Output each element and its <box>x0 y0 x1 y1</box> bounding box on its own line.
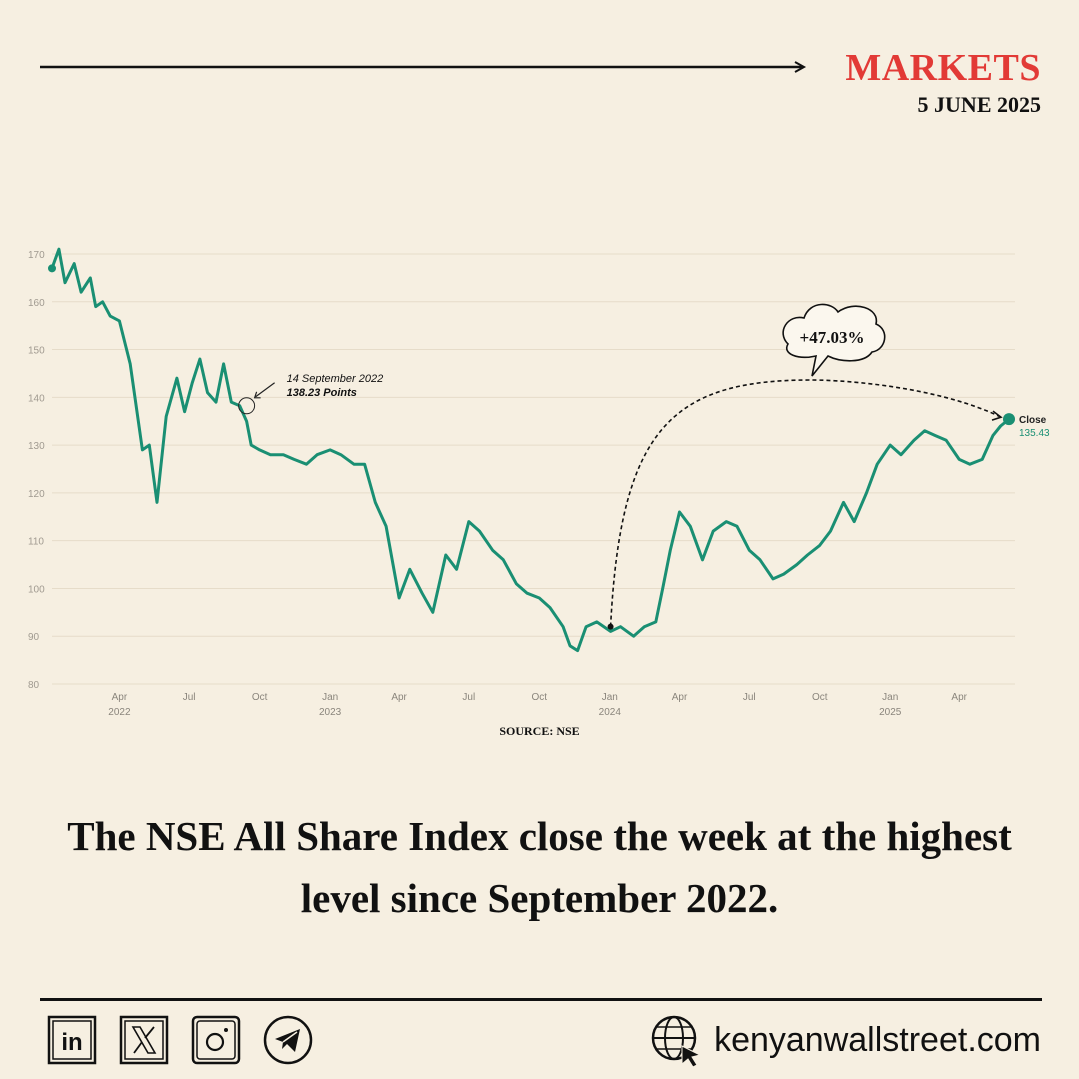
footer-divider <box>40 998 1042 1001</box>
start-point <box>48 264 56 273</box>
highlight-circle <box>238 397 256 415</box>
website-text: kenyanwallstreet.com <box>714 1020 1041 1059</box>
x-tick-month: Apr <box>951 692 967 703</box>
x-tick-month: Oct <box>252 692 268 703</box>
x-tick-month: Jan <box>322 692 338 703</box>
x-tick-month: Jul <box>462 692 475 703</box>
annotation-arrow <box>255 382 275 398</box>
x-tick-year: 2023 <box>319 707 342 718</box>
close-label: Close <box>1019 415 1047 426</box>
growth-label: +47.03% <box>800 328 865 347</box>
y-tick-label: 80 <box>28 680 40 691</box>
growth-arc <box>609 379 1002 627</box>
x-tick-month: Oct <box>812 692 828 703</box>
annotation-date: 14 September 2022 <box>287 373 384 385</box>
date-label: 5 JUNE 2025 <box>917 92 1041 117</box>
growth-arc-arrowhead <box>991 410 1003 421</box>
x-tick-year: 2024 <box>599 707 622 718</box>
x-icon[interactable] <box>118 1014 170 1066</box>
headline: The NSE All Share Index close the week a… <box>67 813 1012 921</box>
x-tick-month: Apr <box>391 692 407 703</box>
annotation-points: 138.23 Points <box>287 387 357 399</box>
telegram-icon[interactable] <box>262 1014 314 1066</box>
y-tick-label: 140 <box>28 393 45 404</box>
source-label: SOURCE: NSE <box>499 724 580 738</box>
x-tick-month: Apr <box>672 692 688 703</box>
y-tick-label: 100 <box>28 584 45 595</box>
annotation-arrowhead <box>253 391 261 399</box>
linkedin-icon[interactable]: in <box>46 1014 98 1066</box>
y-tick-label: 170 <box>28 250 45 261</box>
header-arrow <box>40 61 807 73</box>
line-chart: 80 90 100 110 120 130 140 150 160 170 Apr 2022 Jul Oc… <box>28 247 1050 718</box>
y-tick-label: 150 <box>28 346 45 357</box>
x-tick-month: Jul <box>183 692 196 703</box>
x-tick-month: Oct <box>532 692 548 703</box>
index-line <box>50 247 1010 653</box>
svg-text:in: in <box>61 1029 82 1056</box>
section-title: MARKETS <box>845 47 1041 89</box>
y-tick-label: 160 <box>28 298 45 309</box>
close-value: 135.43 <box>1019 428 1050 439</box>
globe-icon <box>651 1015 702 1068</box>
x-tick-month: Jan <box>882 692 898 703</box>
close-point <box>1003 413 1015 426</box>
growth-bubble <box>782 303 886 377</box>
website-link[interactable]: kenyanwallstreet.com <box>648 1012 1041 1068</box>
y-tick-label: 130 <box>28 441 45 452</box>
y-tick-label: 110 <box>28 537 44 548</box>
x-tick-month: Jul <box>743 692 756 703</box>
y-tick-label: 90 <box>28 632 40 643</box>
instagram-icon[interactable] <box>190 1014 242 1066</box>
y-tick-label: 120 <box>28 489 45 500</box>
x-tick-year: 2022 <box>108 707 131 718</box>
x-tick-year: 2025 <box>879 707 902 718</box>
x-tick-month: Apr <box>112 692 128 703</box>
x-tick-month: Jan <box>602 692 618 703</box>
